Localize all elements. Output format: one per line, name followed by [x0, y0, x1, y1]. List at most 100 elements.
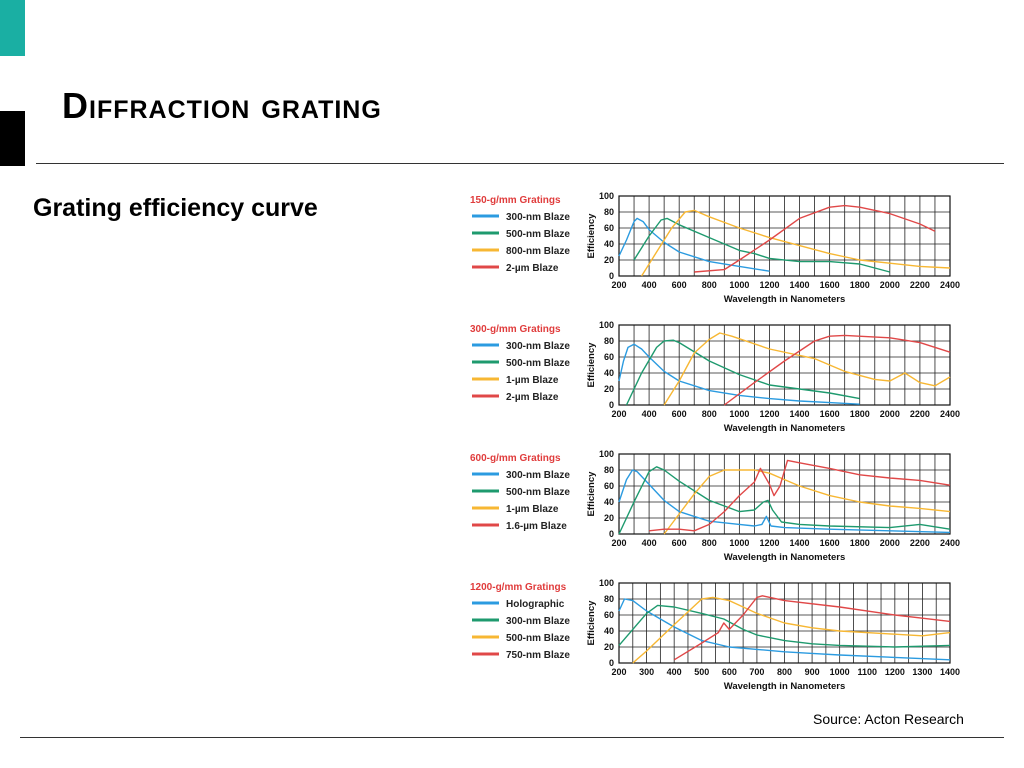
- y-tick-label: 20: [604, 255, 614, 265]
- plot-frame: [618, 195, 951, 277]
- y-tick-label: 40: [604, 239, 614, 249]
- x-tick-label: 2000: [880, 280, 900, 290]
- x-tick-label: 400: [642, 538, 657, 548]
- y-tick-label: 40: [604, 368, 614, 378]
- x-tick-label: 400: [642, 409, 657, 419]
- chart-panel: 300-g/mm Gratings 300-nm Blaze 500-nm Blaz…: [470, 320, 960, 434]
- x-tick-label: 1200: [759, 280, 779, 290]
- legend-label: 500-nm Blaze: [506, 487, 570, 498]
- legend-label: 2-µm Blaze: [506, 263, 559, 274]
- y-axis-label: Efficiency: [586, 471, 597, 517]
- x-tick-label: 1800: [850, 409, 870, 419]
- x-axis-label: Wavelength in Nanometers: [724, 552, 846, 563]
- x-tick-label: 2000: [880, 538, 900, 548]
- x-tick-label: 1000: [729, 280, 749, 290]
- x-tick-label: 600: [672, 538, 687, 548]
- x-tick-label: 800: [702, 538, 717, 548]
- series-line: [723, 334, 951, 406]
- x-tick-label: 2000: [880, 409, 900, 419]
- x-tick-label: 1300: [912, 667, 932, 677]
- y-axis-label: Efficiency: [586, 342, 597, 388]
- x-tick-label: 1600: [820, 538, 840, 548]
- plot-frame: [618, 582, 951, 664]
- slide-title: Diffraction grating: [62, 85, 382, 126]
- legend-label: 500-nm Blaze: [506, 229, 570, 240]
- x-tick-label: 200: [611, 538, 626, 548]
- x-tick-label: 2200: [910, 280, 930, 290]
- x-tick-label: 1200: [759, 409, 779, 419]
- plot-frame: [618, 453, 951, 535]
- series-line: [641, 209, 951, 277]
- y-tick-label: 40: [604, 497, 614, 507]
- x-tick-label: 600: [672, 280, 687, 290]
- legend-label: 300-nm Blaze: [506, 470, 570, 481]
- x-tick-label: 2200: [910, 538, 930, 548]
- x-tick-label: 1400: [790, 409, 810, 419]
- x-tick-label: 200: [611, 667, 626, 677]
- slide-subtitle: Grating efficiency curve: [33, 194, 318, 222]
- legend-label: 300-nm Blaze: [506, 341, 570, 352]
- series-line: [649, 459, 951, 532]
- series-line: [694, 204, 936, 273]
- x-tick-label: 2200: [910, 409, 930, 419]
- legend-label: 750-nm Blaze: [506, 650, 570, 661]
- x-tick-label: 2400: [940, 280, 960, 290]
- x-tick-label: 200: [611, 280, 626, 290]
- legend-label: 300-nm Blaze: [506, 212, 570, 223]
- legend-label: Holographic: [506, 599, 565, 610]
- legend-label: 500-nm Blaze: [506, 358, 570, 369]
- legend-label: 1.6-µm Blaze: [506, 521, 567, 532]
- x-tick-label: 1000: [830, 667, 850, 677]
- x-tick-label: 1100: [857, 667, 877, 677]
- series-line: [663, 332, 951, 406]
- x-tick-label: 1200: [885, 667, 905, 677]
- y-tick-label: 0: [609, 400, 614, 410]
- x-tick-label: 700: [749, 667, 764, 677]
- y-tick-label: 20: [604, 384, 614, 394]
- accent-bar-teal: [0, 0, 25, 56]
- y-tick-label: 80: [604, 336, 614, 346]
- y-axis-label: Efficiency: [586, 213, 597, 259]
- y-tick-label: 20: [604, 513, 614, 523]
- x-tick-label: 600: [722, 667, 737, 677]
- legend-label: 500-nm Blaze: [506, 633, 570, 644]
- legend-label: 1-µm Blaze: [506, 504, 559, 515]
- title-divider: [36, 163, 1004, 164]
- y-tick-label: 100: [599, 449, 614, 459]
- x-tick-label: 800: [702, 280, 717, 290]
- y-tick-label: 60: [604, 352, 614, 362]
- y-tick-label: 0: [609, 529, 614, 539]
- x-tick-label: 1000: [729, 538, 749, 548]
- accent-bar-black: [0, 111, 25, 166]
- y-tick-label: 60: [604, 610, 614, 620]
- x-axis-label: Wavelength in Nanometers: [724, 423, 846, 434]
- series-line: [618, 466, 951, 535]
- x-tick-label: 2400: [940, 409, 960, 419]
- x-tick-label: 1400: [790, 538, 810, 548]
- x-axis-label: Wavelength in Nanometers: [724, 681, 846, 692]
- series-line: [618, 469, 951, 534]
- series-line: [618, 217, 770, 272]
- x-tick-label: 1000: [729, 409, 749, 419]
- x-tick-label: 600: [672, 409, 687, 419]
- legend-label: 2-µm Blaze: [506, 392, 559, 403]
- y-tick-label: 60: [604, 481, 614, 491]
- y-tick-label: 60: [604, 223, 614, 233]
- x-tick-label: 500: [694, 667, 709, 677]
- series-line: [663, 469, 951, 535]
- x-tick-label: 300: [639, 667, 654, 677]
- series-line: [633, 217, 890, 273]
- plot-frame: [618, 324, 951, 406]
- x-tick-label: 200: [611, 409, 626, 419]
- efficiency-charts: 150-g/mm Gratings 300-nm Blaze 500-nm Blaz…: [470, 191, 960, 692]
- y-tick-label: 20: [604, 642, 614, 652]
- x-tick-label: 400: [667, 667, 682, 677]
- x-tick-label: 1600: [820, 409, 840, 419]
- x-tick-label: 2400: [940, 538, 960, 548]
- x-axis-label: Wavelength in Nanometers: [724, 294, 846, 305]
- chart-title: 600-g/mm Gratings: [470, 453, 561, 464]
- series-line: [618, 598, 951, 661]
- x-tick-label: 1400: [790, 280, 810, 290]
- x-tick-label: 800: [777, 667, 792, 677]
- chart-title: 300-g/mm Gratings: [470, 324, 561, 335]
